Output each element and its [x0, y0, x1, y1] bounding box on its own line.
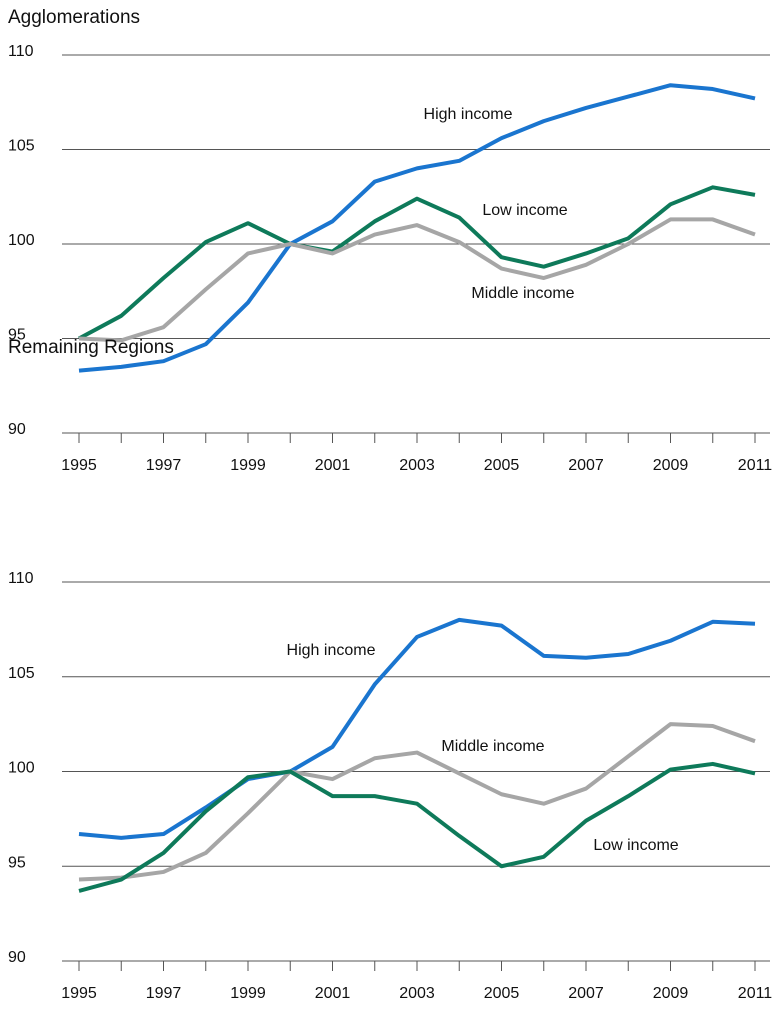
x-tick-label: 2003 — [399, 985, 435, 1002]
x-tick-label: 1997 — [146, 457, 182, 474]
chart-title: Agglomerations — [8, 7, 140, 28]
series-label: Middle income — [441, 738, 544, 755]
series-label: High income — [287, 642, 376, 659]
x-tick-label: 1999 — [230, 457, 266, 474]
y-tick-label: 105 — [8, 665, 35, 682]
x-tick-label: 1995 — [61, 985, 97, 1002]
y-tick-label: 105 — [8, 138, 35, 155]
x-tick-label: 2011 — [738, 457, 773, 474]
x-tick-label: 1999 — [230, 985, 266, 1002]
x-tick-label: 2005 — [484, 985, 520, 1002]
y-tick-label: 110 — [8, 570, 34, 587]
x-tick-label: 2001 — [315, 457, 351, 474]
series-line — [78, 217, 756, 343]
series-label: Low income — [593, 837, 678, 854]
x-tick-label: 2007 — [568, 985, 604, 1002]
chart-title: Remaining Regions — [8, 337, 174, 358]
series-line — [78, 617, 756, 840]
y-tick-label: 100 — [8, 232, 35, 249]
series-label: Low income — [482, 202, 567, 219]
y-tick-label: 110 — [8, 43, 34, 60]
y-tick-label: 90 — [8, 949, 26, 966]
x-tick-label: 2009 — [653, 457, 689, 474]
x-tick-label: 2005 — [484, 457, 520, 474]
series-label: Middle income — [471, 285, 574, 302]
x-tick-label: 2009 — [653, 985, 689, 1002]
x-tick-label: 2001 — [315, 985, 351, 1002]
series-line — [78, 722, 756, 882]
x-tick-label: 2007 — [568, 457, 604, 474]
x-tick-label: 2003 — [399, 457, 435, 474]
x-tick-label: 1995 — [61, 457, 97, 474]
y-tick-label: 95 — [8, 327, 26, 344]
y-tick-label: 100 — [8, 760, 35, 777]
series-line — [78, 761, 756, 893]
y-tick-label: 95 — [8, 854, 26, 871]
y-tick-label: 90 — [8, 421, 26, 438]
x-tick-label: 1997 — [146, 985, 182, 1002]
series-line — [78, 83, 756, 373]
x-tick-label: 2011 — [738, 985, 773, 1002]
series-label: High income — [424, 106, 513, 123]
series-line — [78, 185, 756, 341]
